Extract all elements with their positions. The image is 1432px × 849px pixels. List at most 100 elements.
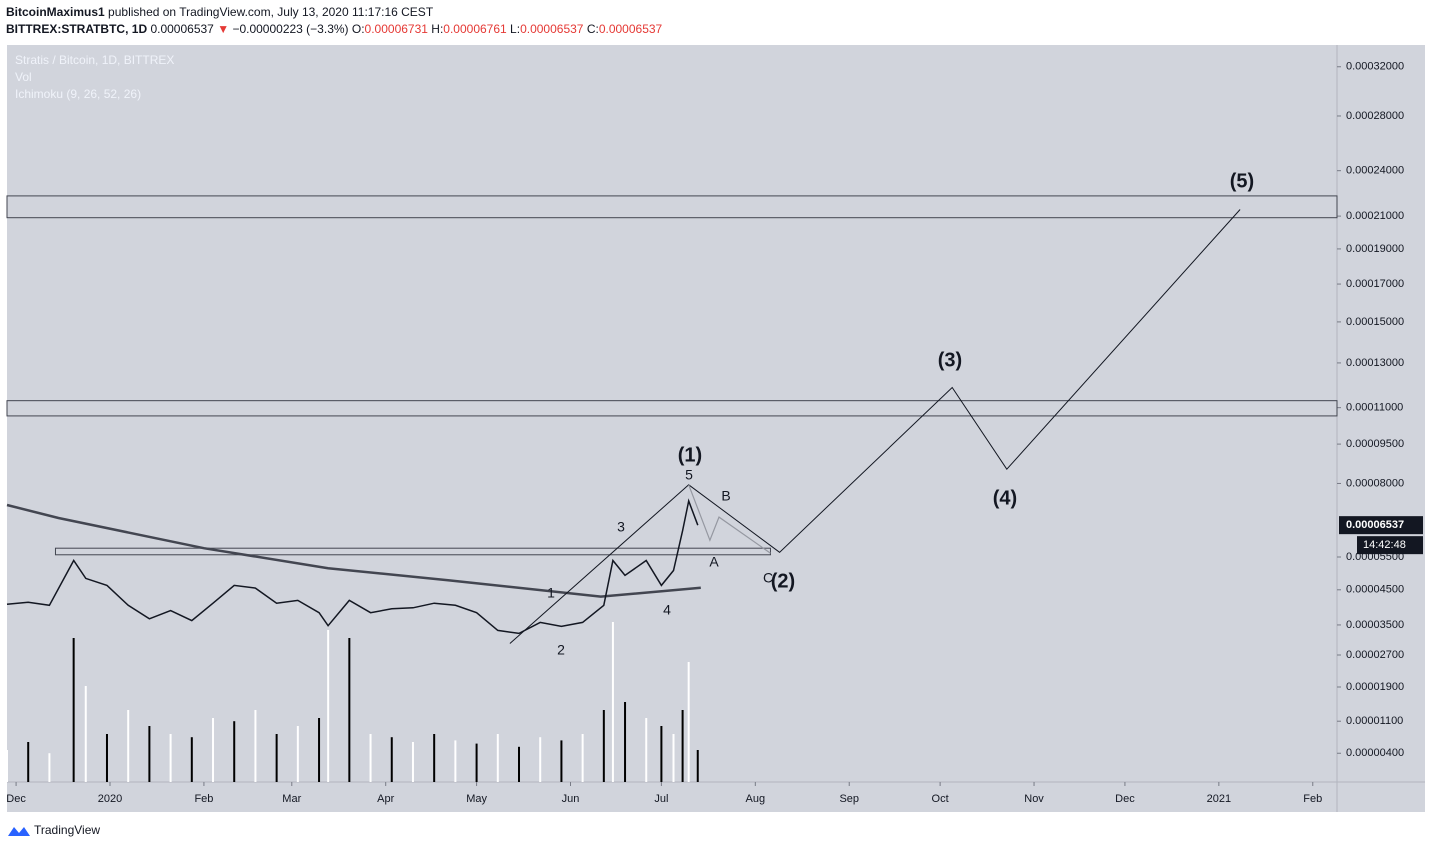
- y-tick-label: 0.00008000: [1346, 477, 1404, 489]
- header-line: BitcoinMaximus1 published on TradingView…: [6, 5, 433, 19]
- volume-bar: [611, 622, 614, 782]
- volume-bar: [433, 734, 436, 782]
- volume-bar: [475, 743, 478, 782]
- x-tick-label: Jul: [654, 793, 668, 805]
- zone: [6, 195, 1338, 219]
- last-price-label: 0.00006537: [1346, 519, 1404, 531]
- x-tick-label: Feb: [194, 793, 213, 805]
- abc-path: [688, 484, 771, 554]
- volume-bar: [318, 718, 321, 782]
- y-tick-label: 0.00001100: [1346, 715, 1403, 727]
- x-tick-label: Aug: [746, 793, 766, 805]
- x-tick-label: Sep: [839, 793, 859, 805]
- volume-bar: [148, 726, 151, 782]
- arrow: ▼: [217, 22, 230, 36]
- volume-bar: [233, 721, 236, 782]
- volume-bar: [518, 746, 521, 782]
- price-line: [6, 498, 699, 635]
- high: 0.00006761: [443, 22, 507, 36]
- author: BitcoinMaximus1: [6, 5, 105, 19]
- y-tick-label: 0.00015000: [1346, 316, 1404, 328]
- y-tick-label: 0.00002700: [1346, 649, 1404, 661]
- wave-label: B: [721, 488, 730, 504]
- last-price-box: [1339, 516, 1423, 535]
- volume-bar: [105, 734, 108, 782]
- wave-projection: [509, 209, 1241, 644]
- legend-entry: Ichimoku (9, 26, 52, 26): [15, 87, 141, 101]
- chart-background: [7, 45, 1425, 812]
- volume-bar: [169, 734, 172, 782]
- legend-entry: Stratis / Bitcoin, 1D, BITTREX: [15, 53, 174, 67]
- volume-bar: [327, 630, 330, 782]
- wave-label: A: [709, 554, 719, 570]
- wave-label: 3: [617, 519, 625, 535]
- volume-bar: [275, 734, 278, 782]
- volume-bar: [560, 740, 563, 782]
- zone: [6, 400, 1338, 417]
- wave-label: (5): [1230, 170, 1254, 192]
- zone: [54, 547, 771, 556]
- volume-bar: [411, 742, 414, 782]
- volume-bar: [645, 718, 648, 782]
- high-label: H:: [431, 22, 444, 36]
- change: −0.00000223 (−3.3%): [232, 22, 349, 36]
- y-tick-label: 0.00017000: [1346, 278, 1404, 290]
- volume-bar: [602, 710, 605, 782]
- volume-bar: [681, 710, 684, 782]
- brand: TradingView: [34, 823, 100, 837]
- wave-label: 1: [547, 585, 555, 601]
- volume-bar: [348, 638, 351, 782]
- volume-bar: [254, 710, 257, 782]
- ichimoku-line: [6, 503, 701, 598]
- open-label: O:: [351, 22, 365, 36]
- quote-line: BITTREX:STRATBTC, 1D 0.00006537 ▼ −0.000…: [6, 22, 662, 36]
- wave-label: 4: [663, 602, 671, 618]
- volume-bar: [687, 662, 690, 782]
- y-tick-label: 0.00004500: [1346, 584, 1404, 596]
- volume-bar: [296, 726, 299, 782]
- low-label: L:: [510, 22, 521, 36]
- close-label: C:: [586, 22, 599, 36]
- volume-bar: [581, 734, 584, 782]
- volume-bar: [48, 753, 51, 782]
- logo: [8, 827, 30, 836]
- y-tick-label: 0.00013000: [1346, 357, 1404, 369]
- price: 0.00006537: [150, 22, 214, 36]
- legend-entry: Vol: [15, 70, 32, 84]
- wave-label: (4): [993, 487, 1017, 509]
- low: 0.00006537: [520, 22, 584, 36]
- y-tick-label: 0.00028000: [1346, 110, 1404, 122]
- x-tick-label: Jun: [562, 793, 580, 805]
- x-tick-label: Mar: [282, 793, 301, 805]
- x-tick-label: 2020: [98, 793, 122, 805]
- volume-bar: [127, 710, 130, 782]
- countdown-box: [1357, 536, 1423, 555]
- volume-bar: [369, 734, 372, 782]
- wave-label: (3): [938, 349, 962, 371]
- y-tick-label: 0.00000400: [1346, 747, 1404, 759]
- volume-bar: [27, 742, 30, 782]
- x-tick-label: Nov: [1024, 793, 1044, 805]
- y-tick-label: 0.00001900: [1346, 681, 1404, 693]
- wave-label: 2: [557, 642, 565, 658]
- x-tick-label: 2021: [1207, 793, 1231, 805]
- wave-label: C: [763, 570, 773, 586]
- volume-bar: [624, 702, 627, 782]
- y-tick-label: 0.00019000: [1346, 243, 1404, 255]
- volume-bar: [672, 734, 675, 782]
- y-tick-label: 0.00009500: [1346, 438, 1404, 450]
- volume-bar: [84, 686, 87, 782]
- y-tick-label: 0.00024000: [1346, 165, 1404, 177]
- volume-bar: [72, 638, 75, 782]
- x-tick-label: May: [466, 793, 487, 805]
- volume-bar: [190, 737, 193, 782]
- x-tick-label: Apr: [377, 793, 394, 805]
- x-tick-label: Oct: [932, 793, 949, 805]
- volume-bar: [212, 718, 215, 782]
- volume-bar: [454, 740, 457, 782]
- open: 0.00006731: [364, 22, 428, 36]
- x-tick-label: Dec: [6, 793, 26, 805]
- countdown: 14:42:48: [1363, 539, 1406, 551]
